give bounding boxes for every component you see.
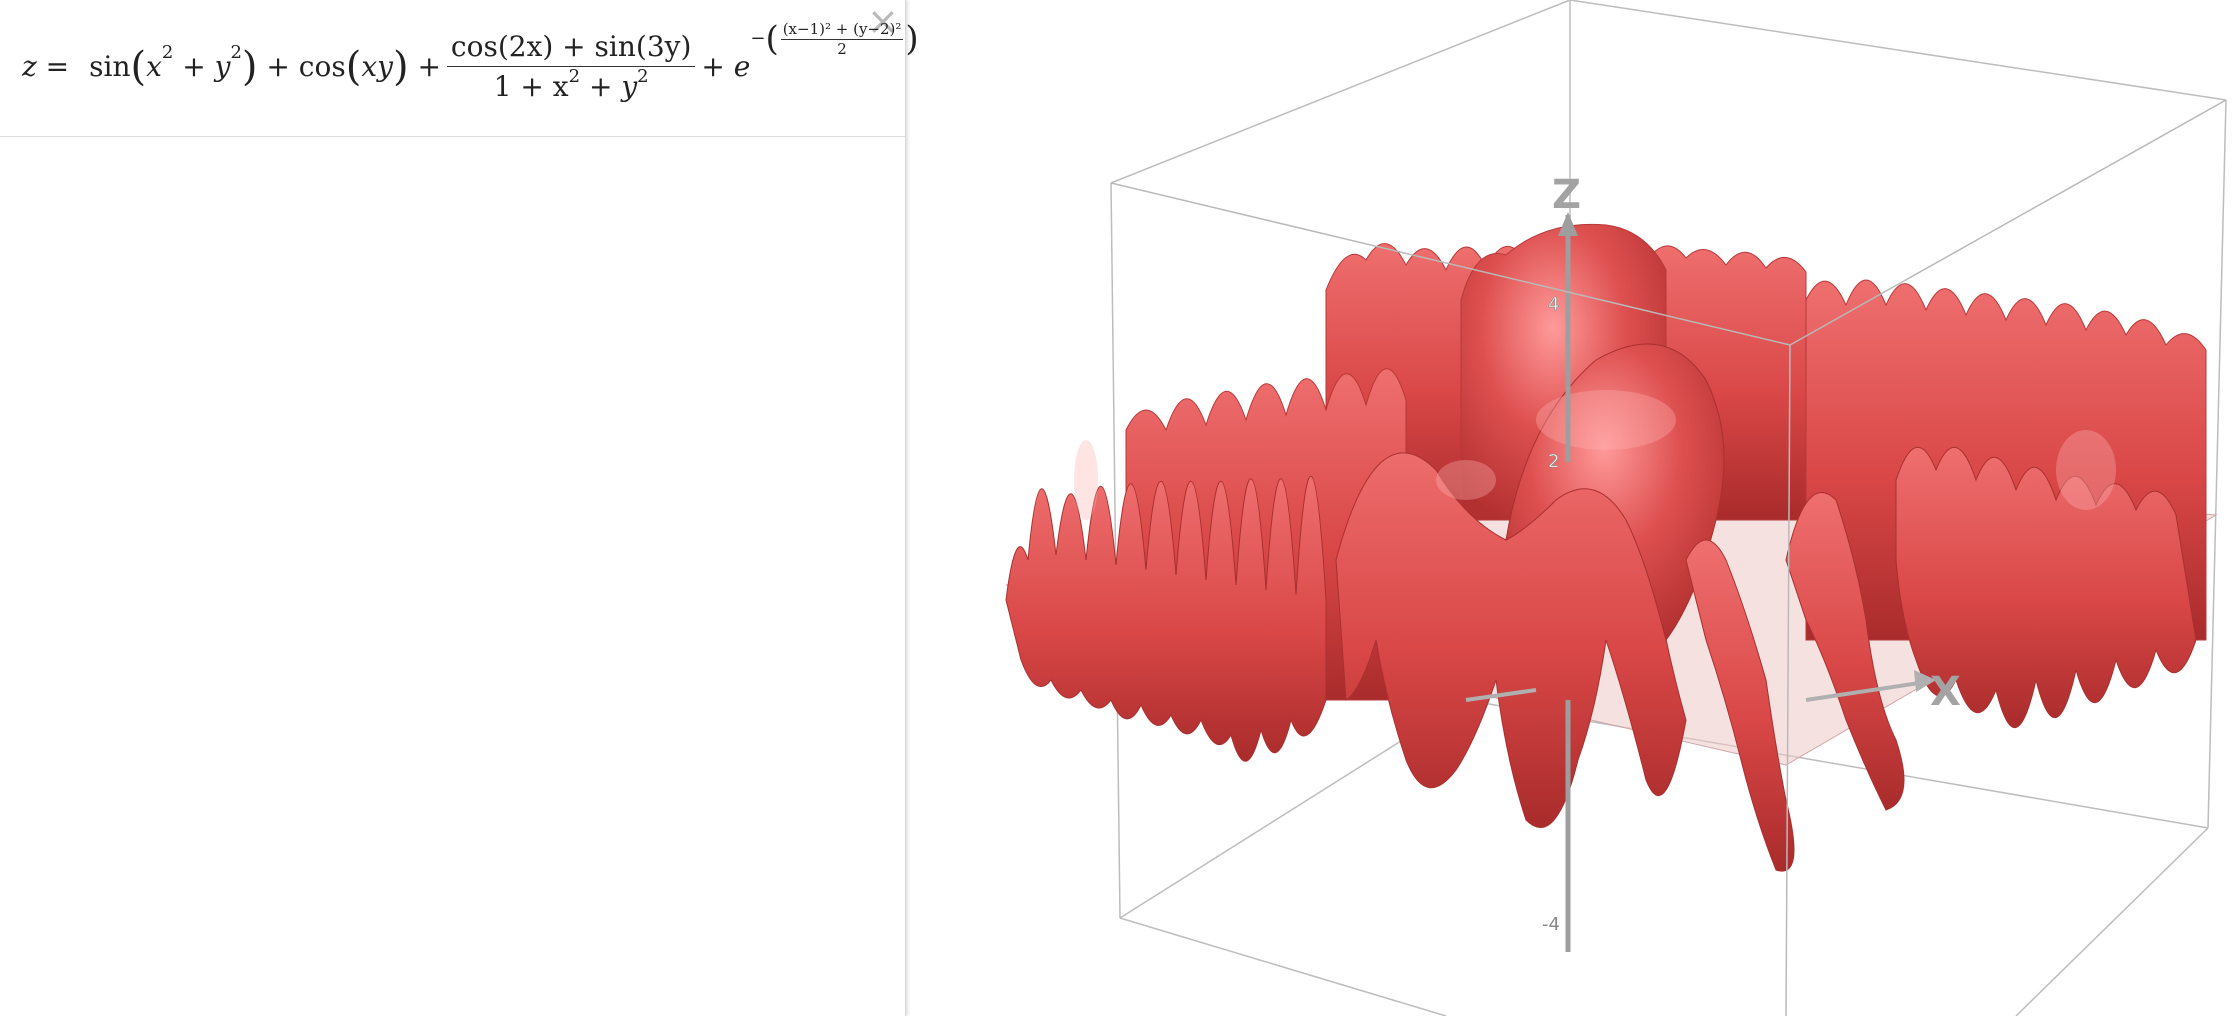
x-axis-label: X — [1930, 669, 1961, 715]
x-axis: X — [1465, 669, 1961, 715]
z-axis-label: Z — [1552, 172, 1581, 218]
z-tick-2: 2 — [1548, 451, 1559, 472]
sin-fn: sin — [89, 50, 131, 83]
plot-canvas[interactable]: Z 4 2 -4 X — [906, 0, 2237, 1016]
formula: z = sin (x 2 + y 2) + cos (xy) + cos(2x) +… — [22, 18, 919, 104]
bounding-box-front — [1110, 99, 2227, 1016]
fraction-numerator: cos(2x) + sin(3y) — [446, 30, 696, 67]
z-tick-4: 4 — [1548, 294, 1559, 315]
main-fraction: cos(2x) + sin(3y) 1 + x2 + y2 — [446, 30, 696, 103]
exponent: − ( (x−1)² + (y−2)² 2 ) — [750, 18, 919, 59]
z-axis: Z 4 2 -4 — [1542, 172, 1581, 952]
euler-e: e — [733, 50, 751, 83]
lhs-label: z = — [22, 50, 70, 83]
algebra-expression-row[interactable]: × z = sin (x 2 + y 2) + cos (xy) + cos(2x)… — [0, 0, 919, 137]
cos-fn: cos — [298, 50, 346, 83]
fraction-denominator: 1 + x2 + y2 — [493, 66, 649, 103]
algebra-view: × z = sin (x 2 + y 2) + cos (xy) + cos(2x)… — [0, 0, 919, 1016]
surface-highlights — [1074, 390, 2116, 520]
close-icon[interactable]: × — [867, 0, 899, 43]
graphics-3d-view[interactable]: Z 4 2 -4 X — [906, 0, 2237, 1016]
z-tick-neg4: -4 — [1542, 914, 1560, 935]
surface-front — [1005, 343, 2197, 872]
